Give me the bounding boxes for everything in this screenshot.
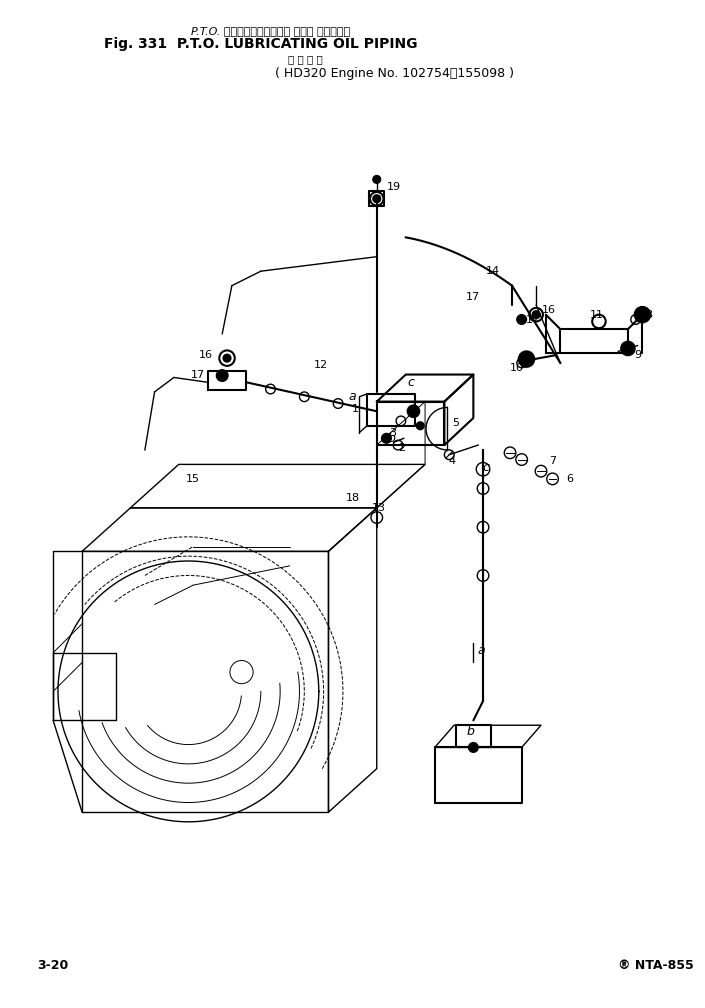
- Text: 17: 17: [526, 316, 540, 326]
- Circle shape: [373, 175, 381, 183]
- Text: 3: 3: [388, 428, 396, 438]
- Circle shape: [373, 195, 381, 203]
- Text: a: a: [349, 390, 357, 403]
- Text: 1: 1: [352, 404, 359, 414]
- Text: 13: 13: [372, 503, 386, 513]
- Circle shape: [477, 570, 489, 582]
- Circle shape: [477, 521, 489, 533]
- Circle shape: [407, 405, 419, 417]
- Circle shape: [517, 314, 527, 325]
- Circle shape: [266, 384, 276, 394]
- Circle shape: [333, 399, 343, 408]
- Circle shape: [477, 483, 489, 494]
- Text: 19: 19: [387, 182, 401, 193]
- Text: c: c: [482, 461, 489, 474]
- Text: ® NTA-855: ® NTA-855: [618, 960, 694, 973]
- Circle shape: [477, 463, 490, 476]
- Text: 10: 10: [510, 363, 524, 373]
- Text: 3-20: 3-20: [37, 960, 68, 973]
- Circle shape: [370, 192, 384, 206]
- Text: 12: 12: [314, 360, 328, 370]
- Text: 2: 2: [398, 443, 405, 453]
- Text: 9: 9: [634, 350, 641, 360]
- Circle shape: [371, 512, 383, 523]
- Text: 14: 14: [486, 266, 500, 276]
- Text: 17: 17: [466, 292, 480, 302]
- Circle shape: [417, 422, 424, 429]
- Text: 4: 4: [448, 457, 455, 467]
- Text: 15: 15: [186, 474, 200, 484]
- Text: ( HD320 Engine No. 102754～155098 ): ( HD320 Engine No. 102754～155098 ): [276, 67, 515, 80]
- Circle shape: [381, 433, 391, 444]
- Text: c: c: [407, 376, 414, 389]
- Circle shape: [300, 392, 309, 401]
- Circle shape: [223, 354, 231, 362]
- Circle shape: [529, 307, 543, 322]
- Text: 7: 7: [549, 457, 556, 467]
- Text: 適 用 号 機: 適 用 号 機: [288, 54, 323, 65]
- Text: 16: 16: [199, 350, 213, 360]
- Text: 8: 8: [646, 309, 653, 320]
- Text: 6: 6: [566, 474, 573, 484]
- Circle shape: [519, 352, 534, 367]
- Circle shape: [634, 306, 650, 323]
- Circle shape: [621, 342, 634, 355]
- Text: 11: 11: [590, 309, 604, 320]
- Text: b: b: [467, 726, 474, 739]
- Text: P.T.O. ルーブリケーティング オイル パイピング: P.T.O. ルーブリケーティング オイル パイピング: [191, 25, 350, 35]
- Text: 5: 5: [453, 418, 460, 427]
- Text: Fig. 331  P.T.O. LUBRICATING OIL PIPING: Fig. 331 P.T.O. LUBRICATING OIL PIPING: [104, 37, 418, 51]
- Circle shape: [469, 743, 478, 752]
- Text: 16: 16: [541, 304, 556, 314]
- Text: 17: 17: [191, 370, 205, 380]
- Text: 18: 18: [345, 493, 360, 503]
- Circle shape: [216, 370, 228, 381]
- Text: a: a: [477, 644, 485, 657]
- Text: b: b: [387, 431, 396, 445]
- Circle shape: [532, 310, 540, 319]
